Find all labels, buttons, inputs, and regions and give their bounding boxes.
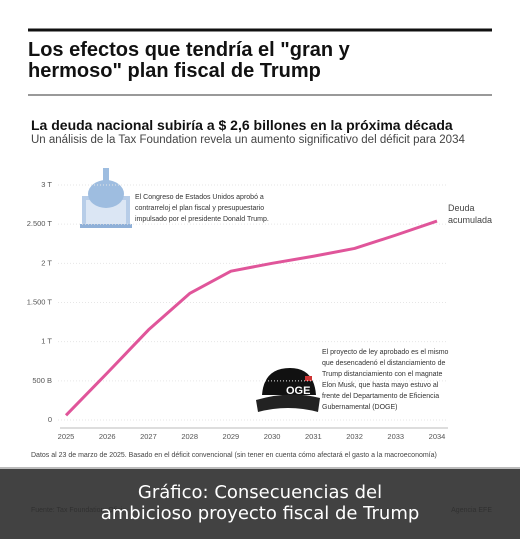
y-tick-label: 500 B xyxy=(32,376,52,385)
y-tick-label: 1.500 T xyxy=(27,297,53,306)
cap-text: OGE xyxy=(286,385,310,397)
y-tick-label: 1 T xyxy=(41,337,52,346)
y-tick-label: 2.500 T xyxy=(27,219,53,228)
y-tick-label: 3 T xyxy=(41,180,52,189)
x-tick-label: 2032 xyxy=(346,432,363,441)
annotation: contrarreloj el plan fiscal y presupuest… xyxy=(135,205,264,212)
x-tick-label: 2027 xyxy=(140,432,157,441)
cap-icon: OGE xyxy=(256,368,320,412)
caption-overlay xyxy=(0,467,520,539)
x-tick-label: 2031 xyxy=(305,432,322,441)
caption: Gráfico: Consecuencias del ambicioso pro… xyxy=(100,482,420,524)
x-tick-label: 2025 xyxy=(58,432,75,441)
line xyxy=(64,219,438,417)
x-tick-label: 2028 xyxy=(181,432,198,441)
annotation: Gubernamental (DOGE) xyxy=(322,404,397,411)
chart-subtitle: Un análisis de la Tax Foundation revela … xyxy=(31,134,465,146)
note: Datos al 23 de marzo de 2025. Basado en … xyxy=(31,452,437,459)
annotation: que desencadenó el distanciamiento de xyxy=(322,360,445,367)
annotation: impulsado por el presidente Donald Trump… xyxy=(135,216,269,223)
series-label: Deuda acumulada xyxy=(448,203,493,225)
y-tick-label: 2 T xyxy=(41,258,52,267)
annotation: El Congreso de Estados Unidos aprobó a xyxy=(135,194,264,201)
annotation: frente del Departamento de Eficiencia xyxy=(322,393,439,400)
chart-title: La deuda nacional subiría a $ 2,6 billon… xyxy=(31,117,453,133)
x-tick-label: 2026 xyxy=(99,432,116,441)
x-tick-label: 2034 xyxy=(429,432,446,441)
y-tick-label: 0 xyxy=(48,415,52,424)
annotation: Elon Musk, que hasta mayo estuvo al xyxy=(322,382,439,389)
x-tick-label: 2033 xyxy=(387,432,404,441)
capitol-icon xyxy=(80,168,132,228)
page-title: Los efectos que tendría el "gran y hermo… xyxy=(28,39,350,82)
x-tick-label: 2030 xyxy=(264,432,281,441)
annotation: El proyecto de ley aprobado es el mismo xyxy=(322,349,449,356)
annotation: Trump distanciamiento con el magnate xyxy=(322,371,442,378)
x-tick-label: 2029 xyxy=(223,432,240,441)
